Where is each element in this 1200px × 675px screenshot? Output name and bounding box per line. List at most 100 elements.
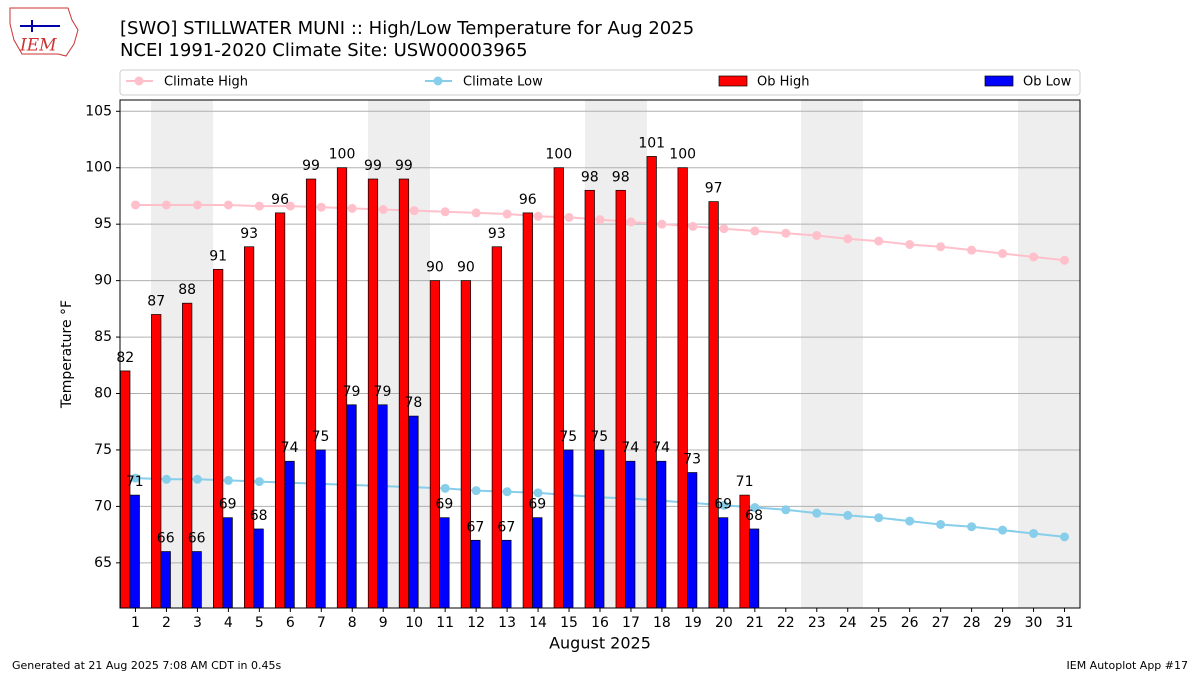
bar-value-label: 99: [302, 158, 320, 174]
bar-value-label: 96: [271, 192, 289, 208]
bar-value-label: 87: [147, 293, 165, 309]
y-tick-label: 90: [94, 273, 112, 289]
bar-value-label: 74: [281, 440, 299, 456]
x-tick-label: 5: [255, 615, 264, 631]
x-tick-label: 2: [162, 615, 171, 631]
legend-label: Ob High: [757, 75, 810, 90]
x-tick-label: 8: [348, 615, 357, 631]
bar: [222, 517, 233, 609]
bar: [429, 280, 441, 609]
climate-marker: [502, 487, 512, 497]
climate-marker: [998, 525, 1008, 535]
y-tick-label: 70: [94, 498, 112, 514]
bar: [439, 517, 450, 609]
bar: [532, 517, 543, 609]
legend-label: Ob Low: [1023, 75, 1072, 90]
climate-marker: [192, 474, 202, 484]
bar-value-label: 101: [638, 135, 665, 151]
bar: [377, 404, 388, 609]
x-tick-label: 11: [436, 615, 454, 631]
bar: [748, 528, 760, 609]
climate-marker: [874, 513, 884, 523]
climate-marker: [130, 200, 140, 210]
bar-value-label: 93: [488, 226, 506, 242]
climate-marker: [223, 475, 233, 485]
y-tick-label: 105: [85, 103, 112, 119]
bar-value-label: 75: [590, 429, 608, 445]
bar: [191, 551, 202, 609]
legend-label: Climate High: [164, 75, 248, 90]
climate-marker: [1060, 255, 1070, 265]
bar: [182, 302, 193, 609]
bar-value-label: 98: [581, 169, 599, 185]
bar: [718, 517, 729, 609]
x-axis-label: August 2025: [549, 634, 651, 653]
climate-marker: [936, 242, 946, 252]
climate-marker: [905, 516, 915, 526]
x-tick-label: 25: [870, 615, 888, 631]
x-tick-label: 22: [777, 615, 795, 631]
x-tick-label: 21: [746, 615, 764, 631]
climate-marker: [471, 486, 481, 496]
x-tick-label: 4: [224, 615, 233, 631]
x-tick-label: 18: [653, 615, 671, 631]
climate-marker: [192, 200, 202, 210]
climate-marker: [781, 505, 791, 515]
x-tick-label: 23: [808, 615, 826, 631]
bar-value-label: 88: [178, 282, 196, 298]
bar-value-label: 82: [116, 350, 134, 366]
bar: [151, 314, 162, 609]
bar-value-label: 99: [395, 158, 413, 174]
climate-marker: [688, 221, 698, 231]
climate-marker: [719, 224, 729, 234]
y-tick-label: 95: [94, 216, 112, 232]
x-tick-label: 24: [839, 615, 857, 631]
x-tick-label: 30: [1025, 615, 1043, 631]
bar: [656, 460, 667, 609]
climate-marker: [781, 228, 791, 238]
legend-marker: [433, 76, 443, 86]
bar-value-label: 74: [652, 440, 670, 456]
y-tick-label: 65: [94, 555, 112, 571]
logo-icon: [20, 20, 60, 32]
x-tick-label: 12: [467, 615, 485, 631]
climate-marker: [1029, 252, 1039, 262]
bar: [594, 449, 605, 609]
bar-value-label: 69: [219, 497, 237, 513]
climate-marker: [750, 503, 760, 513]
climate-marker: [719, 500, 729, 510]
bar-value-label: 78: [405, 395, 423, 411]
y-axis-label: Temperature °F: [59, 300, 75, 409]
climate-marker: [161, 474, 171, 484]
bar-value-label: 71: [736, 474, 754, 490]
bar-value-label: 100: [669, 147, 696, 163]
bar-value-label: 66: [188, 531, 206, 547]
x-tick-label: 28: [963, 615, 981, 631]
y-tick-label: 80: [94, 386, 112, 402]
x-tick-label: 29: [994, 615, 1012, 631]
x-tick-label: 31: [1056, 615, 1074, 631]
x-tick-label: 17: [622, 615, 640, 631]
bar: [501, 539, 512, 609]
x-tick-label: 27: [932, 615, 950, 631]
x-tick-label: 7: [317, 615, 326, 631]
bar-value-label: 90: [426, 260, 444, 276]
climate-marker: [936, 519, 946, 529]
climate-marker: [347, 203, 357, 213]
x-tick-label: 26: [901, 615, 919, 631]
bar: [408, 415, 419, 609]
bar: [213, 268, 224, 609]
legend-swatch: [718, 75, 748, 87]
bar: [615, 189, 626, 609]
bar-value-label: 73: [683, 452, 701, 468]
bar-value-label: 74: [621, 440, 639, 456]
bar: [253, 528, 264, 609]
bar-value-label: 68: [250, 508, 268, 524]
bar-value-label: 69: [714, 497, 732, 513]
climate-marker: [471, 208, 481, 218]
bar: [460, 280, 471, 609]
climate-marker: [1060, 532, 1070, 542]
climate-marker: [967, 522, 977, 532]
bar-value-label: 98: [612, 169, 630, 185]
